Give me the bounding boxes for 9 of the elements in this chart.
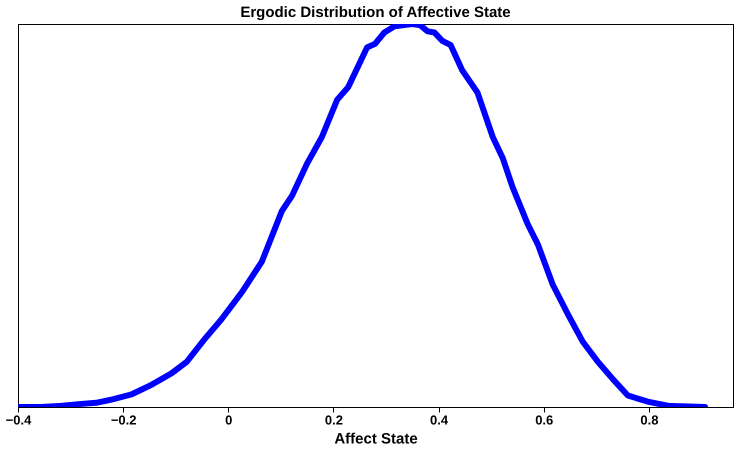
x-tick-label: −0.2 — [110, 412, 136, 428]
x-tick-label: 0.6 — [535, 412, 554, 428]
x-tick-label: 0.2 — [324, 412, 343, 428]
x-tick-label: 0.4 — [430, 412, 449, 428]
x-tick-label: −0.4 — [6, 412, 32, 428]
x-tick-label: 0.8 — [640, 412, 658, 428]
x-tick-label: 0 — [225, 412, 232, 428]
x-axis-title: Affect State — [334, 430, 418, 448]
chart-title: Ergodic Distribution of Affective State — [240, 4, 511, 21]
